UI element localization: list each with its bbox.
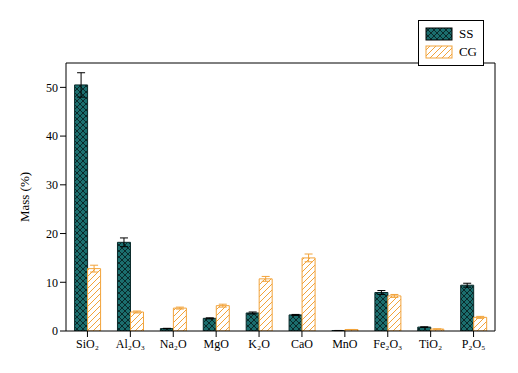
svg-text:MnO: MnO <box>332 337 358 351</box>
svg-text:Na₂O: Na₂O <box>160 337 187 351</box>
svg-text:20: 20 <box>46 227 58 241</box>
svg-text:MgO: MgO <box>203 337 229 351</box>
html-text:SS: SS <box>458 26 474 41</box>
svg-text:K₂O: K₂O <box>248 337 270 351</box>
svg-text:Al₂O₃: Al₂O₃ <box>116 337 145 351</box>
svg-text:CaO: CaO <box>291 337 313 351</box>
html-text:CG: CG <box>458 44 477 59</box>
svg-text:0: 0 <box>52 324 58 338</box>
svg-text:10: 10 <box>46 276 58 290</box>
svg-text:SiO₂: SiO₂ <box>76 337 99 351</box>
svg-text:Fe₂O₃: Fe₂O₃ <box>373 337 402 351</box>
svg-text:Mass (%): Mass (%) <box>17 172 32 222</box>
svg-text:40: 40 <box>46 129 58 143</box>
svg-text:50: 50 <box>46 81 58 95</box>
svg-text:TiO₂: TiO₂ <box>419 337 442 351</box>
svg-text:P₂O₅: P₂O₅ <box>462 337 486 351</box>
svg-text:30: 30 <box>46 178 58 192</box>
